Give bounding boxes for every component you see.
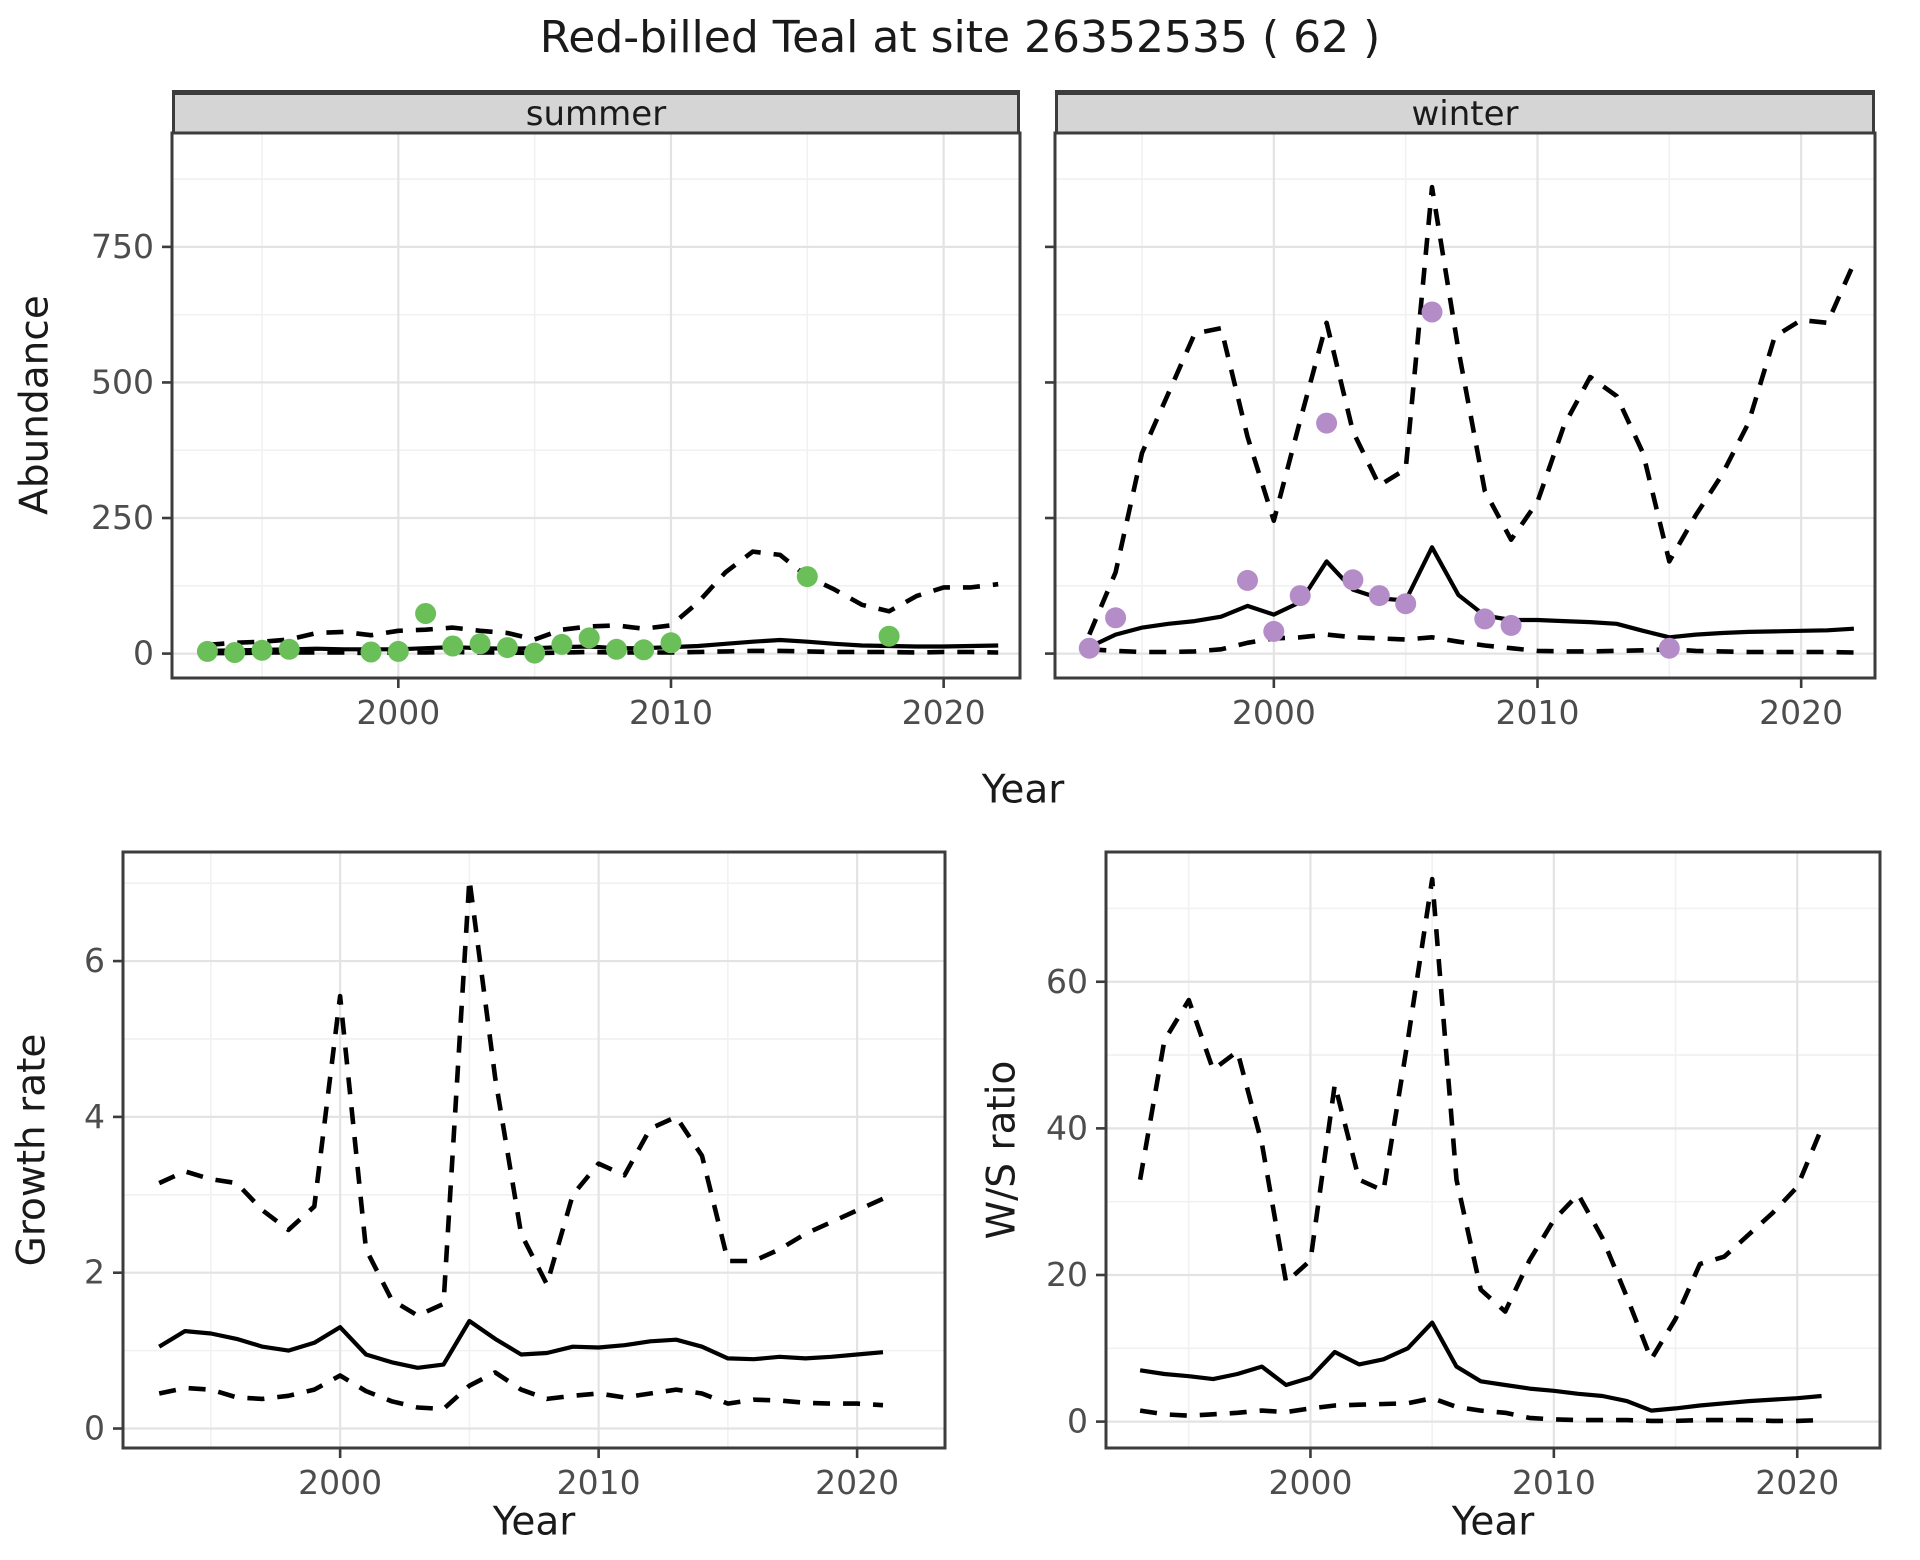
observed-counts-summer-point (387, 640, 409, 662)
x-tick-label: 2000 (1232, 693, 1316, 732)
observed-counts-winter-point (1263, 620, 1285, 642)
abundance-summer-panel: 2000 2010 2020 0 250 500 750 (91, 131, 1022, 732)
abundance-winter-border (1053, 131, 1877, 680)
observed-counts-winter-point (1474, 608, 1496, 630)
ws-ratio-upper_95ci-line (1137, 876, 1824, 1362)
abundance-summer-lower_95ci-line (207, 648, 999, 656)
observed-counts-summer-point (633, 639, 655, 661)
abundance-summer-upper_95ci-line (207, 549, 999, 648)
abundance-summer-border (170, 131, 1022, 680)
abundance-winter-panel: 2000 2010 2020 (1045, 131, 1877, 732)
ws-ratio-border (1104, 850, 1882, 1450)
observed-counts-winter-point (1658, 637, 1680, 659)
y-tick-label: 60 (1046, 962, 1088, 1001)
observed-counts-summer-point (251, 639, 273, 661)
observed-counts-summer-point (469, 633, 491, 655)
observed-counts-summer-point (578, 627, 600, 649)
observed-counts-winter-point (1105, 607, 1127, 629)
abundance-winter-upper_95ci-line (1087, 184, 1857, 636)
observed-counts-summer-point (796, 566, 818, 588)
y-tick-label: 0 (84, 1409, 105, 1448)
observed-counts-winter-point (1289, 585, 1311, 607)
observed-counts-summer-point (442, 635, 464, 657)
observed-counts-summer-point (660, 632, 682, 654)
observed-counts-winter-point (1078, 637, 1100, 659)
x-axis-title-year-ws: Year (1451, 1499, 1535, 1545)
facet-strip-summer: summer (172, 90, 1020, 134)
facet-strip-summer-label: summer (525, 94, 667, 134)
y-axis-title-abundance: Abundance (12, 295, 58, 515)
y-tick-label: 0 (133, 634, 154, 673)
observed-counts-winter-point (1342, 569, 1364, 591)
observed-counts-winter-point (1500, 614, 1522, 636)
ws-ratio-lower_95ci-line (1139, 1395, 1822, 1424)
x-tick-label: 2000 (298, 1463, 382, 1502)
observed-counts-winter-point (1237, 569, 1258, 591)
x-axis-title-year-top: Year (981, 767, 1065, 813)
observed-counts-summer-point (524, 642, 546, 664)
y-tick-label: 6 (84, 941, 105, 980)
growth-rate-median-line (158, 1318, 884, 1370)
observed-counts-winter-point (1395, 593, 1417, 615)
x-tick-label: 2020 (902, 693, 986, 732)
observed-counts-summer-point (496, 637, 518, 659)
abundance-summer-median-line (207, 637, 999, 653)
y-tick-label: 2 (84, 1253, 105, 1292)
ws-ratio-median-line (1139, 1320, 1822, 1413)
x-tick-label: 2010 (1512, 1463, 1596, 1502)
observed-counts-winter-point (1368, 585, 1390, 607)
observed-counts-summer-point (196, 640, 218, 662)
observed-counts-summer-point (878, 625, 900, 647)
y-tick-label: 20 (1046, 1255, 1088, 1294)
y-axis-title-growth-rate: Growth rate (9, 1033, 55, 1267)
observed-counts-winter-point (1316, 412, 1338, 434)
x-axis-title-year-growth: Year (492, 1499, 576, 1545)
observed-counts-summer-point (606, 638, 627, 660)
y-axis-title-ws-ratio: W/S ratio (979, 1060, 1025, 1240)
growth-rate-panel: 2000 2010 2020 0 2 4 6 (84, 850, 947, 1502)
x-tick-label: 2010 (557, 1463, 641, 1502)
observed-counts-summer-point (224, 642, 246, 663)
x-tick-label: 2000 (356, 693, 440, 732)
growth-rate-lower_95ci-line (158, 1370, 884, 1412)
growth-rate-upper_95ci-line (158, 877, 884, 1318)
y-tick-label: 4 (84, 1097, 105, 1136)
observed-counts-summer-point (415, 603, 437, 624)
observed-counts-summer-point (551, 633, 573, 655)
x-tick-label: 2000 (1268, 1463, 1352, 1502)
x-tick-label: 2010 (629, 693, 713, 732)
facet-strip-winter: winter (1055, 90, 1875, 134)
y-tick-label: 500 (91, 362, 154, 401)
y-tick-label: 750 (91, 227, 154, 266)
x-tick-label: 2020 (1759, 693, 1843, 732)
observed-counts-summer-point (278, 638, 300, 660)
y-tick-label: 0 (1067, 1402, 1088, 1441)
abundance-winter-median-line (1088, 545, 1855, 649)
x-tick-label: 2020 (1755, 1463, 1839, 1502)
observed-counts-winter-point (1421, 301, 1443, 323)
plot-title: Red-billed Teal at site 26352535 ( 62 ) (539, 12, 1381, 63)
facet-strip-winter-label: winter (1411, 94, 1519, 134)
abundance-winter-lower_95ci-line (1089, 632, 1854, 655)
observed-counts-summer-point (360, 641, 382, 663)
growth-rate-border (121, 850, 947, 1450)
x-tick-label: 2020 (815, 1463, 899, 1502)
x-tick-label: 2010 (1496, 693, 1580, 732)
ws-ratio-panel: 2000 2010 2020 0 20 40 60 (1046, 850, 1882, 1502)
y-tick-label: 40 (1046, 1108, 1088, 1147)
y-tick-label: 250 (91, 498, 154, 537)
